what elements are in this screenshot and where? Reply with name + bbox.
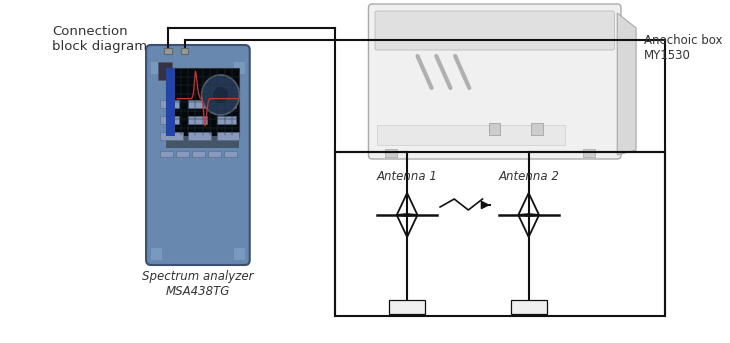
Bar: [166, 68, 175, 136]
Bar: [176, 151, 189, 157]
Bar: [181, 48, 188, 54]
Text: Connection
block diagram: Connection block diagram: [52, 25, 147, 53]
Bar: [188, 132, 211, 140]
Text: Antenna 2: Antenna 2: [499, 170, 559, 183]
Bar: [217, 100, 236, 108]
Bar: [158, 62, 172, 80]
Bar: [377, 125, 566, 145]
Circle shape: [213, 87, 228, 103]
Text: Spectrum analyzer
MSA438TG: Spectrum analyzer MSA438TG: [142, 270, 253, 298]
Bar: [217, 132, 239, 140]
Bar: [151, 248, 162, 260]
Bar: [217, 116, 236, 124]
FancyBboxPatch shape: [375, 11, 615, 50]
Bar: [160, 100, 179, 108]
Bar: [511, 300, 547, 314]
Bar: [160, 132, 182, 140]
Bar: [583, 149, 595, 157]
Text: Antenna 1: Antenna 1: [377, 170, 437, 183]
Bar: [234, 248, 245, 260]
Bar: [389, 300, 425, 314]
FancyBboxPatch shape: [146, 45, 250, 265]
Bar: [192, 151, 205, 157]
Bar: [224, 151, 237, 157]
Bar: [160, 151, 174, 157]
Bar: [164, 48, 172, 54]
Bar: [208, 151, 221, 157]
Bar: [489, 123, 500, 135]
Bar: [531, 123, 543, 135]
Bar: [334, 152, 665, 316]
Bar: [160, 116, 179, 124]
Bar: [385, 149, 396, 157]
Polygon shape: [618, 13, 636, 155]
Bar: [166, 68, 239, 136]
FancyBboxPatch shape: [369, 4, 621, 159]
Bar: [188, 100, 207, 108]
Bar: [151, 62, 162, 74]
Circle shape: [201, 75, 239, 115]
Bar: [188, 116, 207, 124]
Text: Anechoic box
MY1530: Anechoic box MY1530: [644, 34, 722, 62]
Bar: [166, 136, 239, 148]
Bar: [234, 62, 245, 74]
